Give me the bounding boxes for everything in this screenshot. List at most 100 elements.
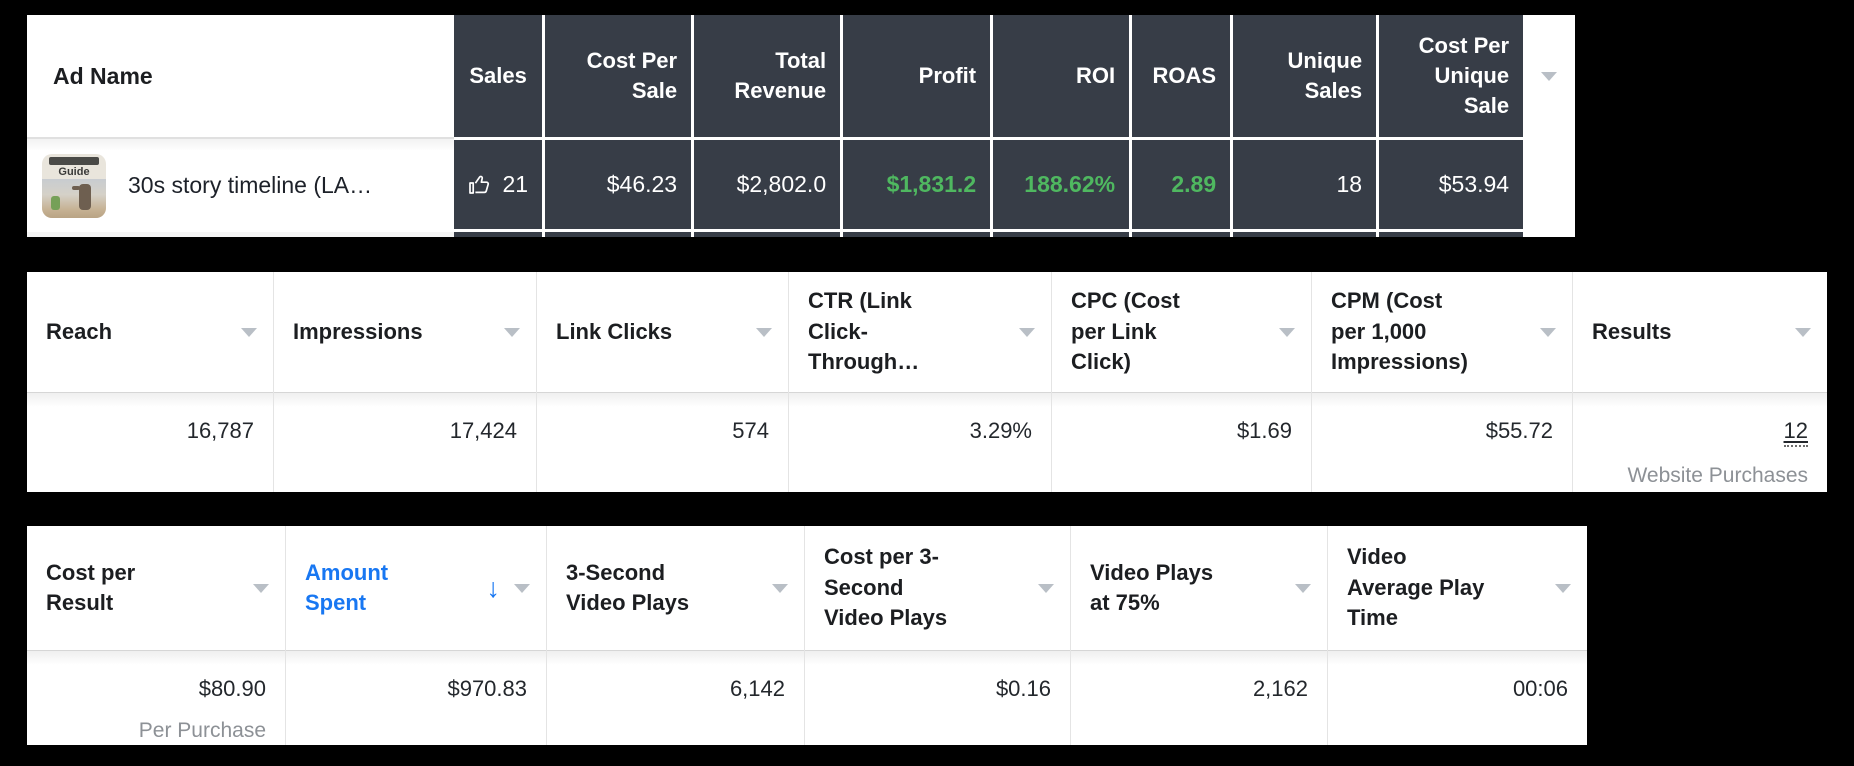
next-row-sliver <box>454 232 543 237</box>
column-header-video-plays-at-75[interactable]: Video Plays at 75% <box>1071 526 1327 650</box>
chevron-down-icon[interactable] <box>1279 327 1295 337</box>
column-header-roas[interactable]: ROAS <box>1132 15 1231 137</box>
column-header-cost-per-result[interactable]: Cost per Result <box>27 526 285 650</box>
column-profit: Profit $1,831.2 <box>843 15 991 237</box>
roas-value: 2.89 <box>1171 171 1217 197</box>
column-header-results[interactable]: Results <box>1573 272 1827 392</box>
video-plays-at-75-value: 2,162 <box>1071 650 1327 745</box>
chevron-down-icon[interactable] <box>1541 71 1558 81</box>
column-header-unique-sales[interactable]: Unique Sales <box>1233 15 1377 137</box>
chevron-down-icon[interactable] <box>1795 327 1811 337</box>
column-options-gutter <box>1523 15 1575 237</box>
column-header-link-clicks[interactable]: Link Clicks <box>537 272 788 392</box>
results-cell: 12 Website Purchases <box>1573 392 1827 492</box>
amount-spent-value: $970.83 <box>286 650 546 745</box>
chevron-down-icon[interactable] <box>1019 327 1035 337</box>
video-average-play-time-value: 00:06 <box>1328 650 1587 745</box>
column-results: Results 12 Website Purchases <box>1573 272 1827 492</box>
chevron-down-icon[interactable] <box>241 327 257 337</box>
cost-per-result-type-label: Per Purchase <box>138 719 266 742</box>
chevron-down-icon[interactable] <box>772 583 788 593</box>
chevron-down-icon[interactable] <box>514 583 530 593</box>
thumbnail-banner <box>49 156 99 165</box>
video-table: Cost per Result $80.90 Per Purchase Amou… <box>27 526 1587 745</box>
column-roi: ROI 188.62% <box>993 15 1130 237</box>
chevron-down-icon[interactable] <box>1555 583 1571 593</box>
column-amount-spent: Amount Spent ↓ $970.83 <box>286 526 547 745</box>
thumbnail-guide-label: Guide <box>58 165 90 178</box>
header-label: Reach <box>46 318 113 344</box>
column-header-amount-spent[interactable]: Amount Spent ↓ <box>286 526 546 650</box>
chevron-down-icon[interactable] <box>253 583 269 593</box>
results-type-label: Website Purchases <box>1627 464 1808 487</box>
header-label: CPC (Cost per Link Click) <box>1071 288 1180 375</box>
column-header-cpc[interactable]: CPC (Cost per Link Click) <box>1052 272 1311 392</box>
column-header-profit[interactable]: Profit <box>843 15 991 137</box>
column-header-reach[interactable]: Reach <box>27 272 273 392</box>
cost-per-result-cell: $80.90 Per Purchase <box>27 650 285 745</box>
sales-cell: 21 <box>454 140 543 229</box>
ctr-value: 3.29% <box>789 392 1051 492</box>
header-label: Impressions <box>293 318 423 344</box>
column-cpm: CPM (Cost per 1,000 Impressions) $55.72 <box>1312 272 1573 492</box>
header-label: Link Clicks <box>556 318 673 344</box>
column-sales: Sales 21 <box>454 15 543 237</box>
column-video-plays-at-75: Video Plays at 75% 2,162 <box>1071 526 1328 745</box>
cost-per-result-value: $80.90 <box>198 676 266 701</box>
header-label: CTR (Link Click-Through… <box>808 288 920 375</box>
ad-name-column: Ad Name Guide 30s story timeline (LA… <box>27 15 455 237</box>
thumbnail-adult-figure <box>72 183 91 210</box>
column-header-roi[interactable]: ROI <box>993 15 1130 137</box>
column-header-3-second-video-plays[interactable]: 3-Second Video Plays <box>547 526 804 650</box>
thumbs-up-icon <box>469 175 490 194</box>
link-clicks-value: 574 <box>537 392 788 492</box>
3-second-video-plays-value: 6,142 <box>547 650 804 745</box>
header-label: CPM (Cost per 1,000 Impressions) <box>1331 288 1468 375</box>
column-header-cost-per-unique-sale[interactable]: Cost Per Unique Sale <box>1379 15 1524 137</box>
chevron-down-icon[interactable] <box>1295 583 1311 593</box>
column-3-second-video-plays: 3-Second Video Plays 6,142 <box>547 526 805 745</box>
column-unique-sales: Unique Sales 18 <box>1233 15 1377 237</box>
column-impressions: Impressions 17,424 <box>274 272 537 492</box>
results-value[interactable]: 12 <box>1783 418 1808 447</box>
column-header-cpm[interactable]: CPM (Cost per 1,000 Impressions) <box>1312 272 1572 392</box>
sort-descending-arrow-icon[interactable]: ↓ <box>486 572 501 603</box>
chevron-down-icon[interactable] <box>1038 583 1054 593</box>
column-header-impressions[interactable]: Impressions <box>274 272 536 392</box>
column-header-cost-per-3-second-video-plays[interactable]: Cost per 3-Second Video Plays <box>805 526 1070 650</box>
column-cost-per-unique-sale: Cost Per Unique Sale $53.94 <box>1379 15 1524 237</box>
cost-per-3-second-video-plays-value: $0.16 <box>805 650 1070 745</box>
column-header-ctr[interactable]: CTR (Link Click-Through… <box>789 272 1051 392</box>
next-row-sliver <box>843 232 991 237</box>
chevron-down-icon[interactable] <box>756 327 772 337</box>
column-ctr: CTR (Link Click-Through… 3.29% <box>789 272 1052 492</box>
column-cost-per-3-second-video-plays: Cost per 3-Second Video Plays $0.16 <box>805 526 1071 745</box>
ad-thumbnail[interactable]: Guide <box>42 153 106 218</box>
next-row-sliver-light <box>27 232 455 237</box>
chevron-down-icon[interactable] <box>504 327 520 337</box>
impressions-value: 17,424 <box>274 392 536 492</box>
profit-value: $1,831.2 <box>886 171 977 197</box>
header-label: Cost per Result <box>46 559 136 615</box>
total-revenue-value: $2,802.0 <box>694 140 841 229</box>
metric-columns: Sales 21 Cost Per Sale $46.23 Total Reve… <box>454 15 1524 237</box>
header-label: Video Plays at 75% <box>1090 559 1214 615</box>
performance-table: Ad Name Guide 30s story timeline (LA… Sa… <box>27 15 1575 237</box>
thumbnail-photo <box>42 178 106 218</box>
thumbnail-child-figure <box>51 195 60 210</box>
sales-value: 21 <box>502 171 529 197</box>
unique-sales-value: 18 <box>1233 140 1377 229</box>
next-row-sliver <box>1233 232 1377 237</box>
column-header-total-revenue[interactable]: Total Revenue <box>694 15 841 137</box>
column-header-sales[interactable]: Sales <box>454 15 543 137</box>
column-header-cost-per-sale[interactable]: Cost Per Sale <box>545 15 692 137</box>
column-total-revenue: Total Revenue $2,802.0 <box>694 15 841 237</box>
ad-name-text[interactable]: 30s story timeline (LA… <box>128 172 373 198</box>
column-reach: Reach 16,787 <box>27 272 274 492</box>
roi-value: 188.62% <box>1024 171 1116 197</box>
chevron-down-icon[interactable] <box>1540 327 1556 337</box>
cost-per-unique-sale-value: $53.94 <box>1379 140 1524 229</box>
column-header-ad-name[interactable]: Ad Name <box>53 62 153 89</box>
column-header-video-average-play-time[interactable]: Video Average Play Time <box>1328 526 1587 650</box>
header-label: Results <box>1592 318 1672 344</box>
